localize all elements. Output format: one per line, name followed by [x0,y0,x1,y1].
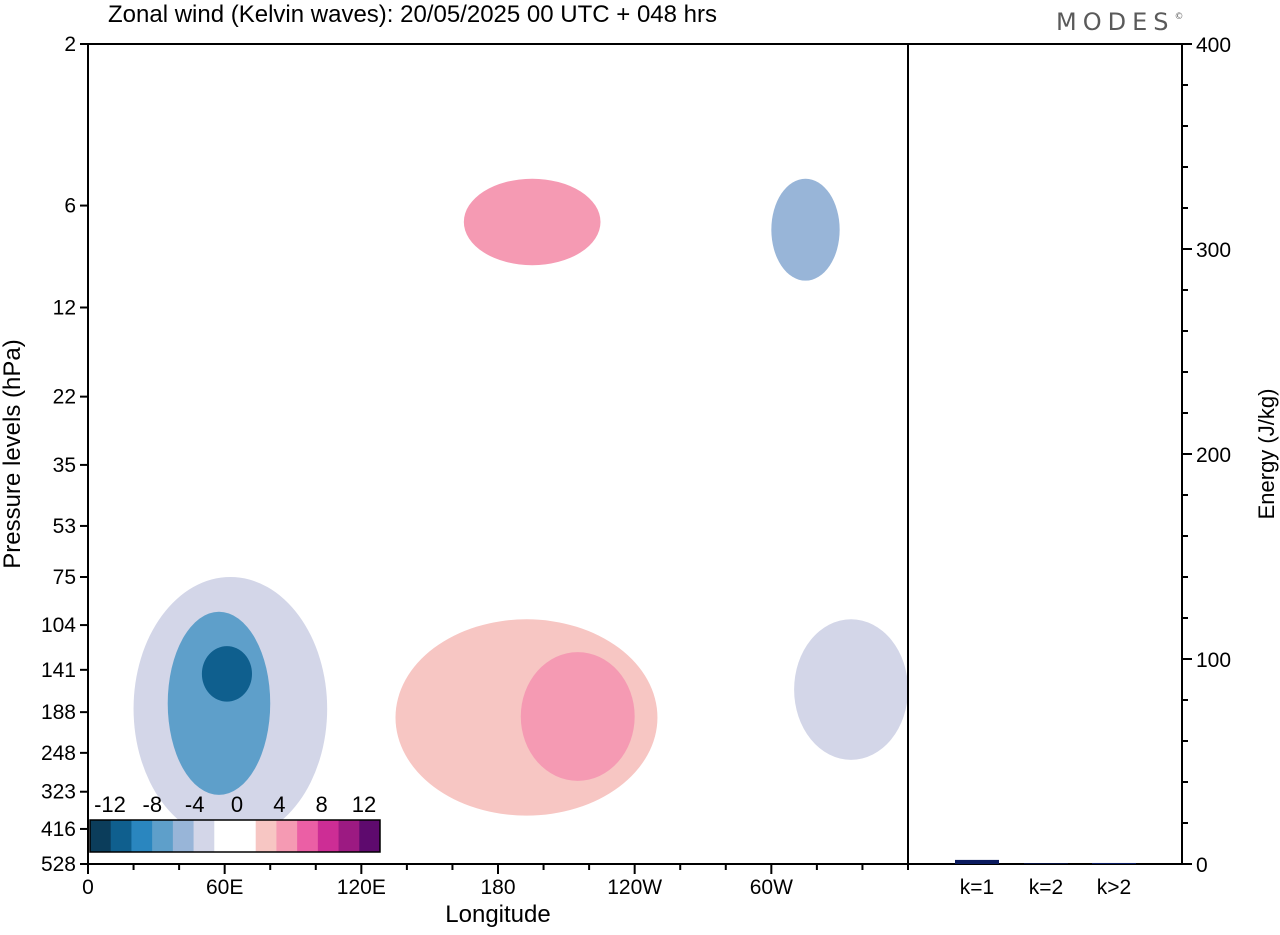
pressure-tick-label: 2 [64,33,76,56]
wind-region-2 [201,646,252,702]
longitude-tick-label: 60E [206,876,243,899]
colorbar-swatch [359,820,381,852]
pressure-tick-label: 416 [41,818,76,841]
wind-region-7 [794,619,908,760]
pressure-tick-label: 35 [53,454,76,477]
pressure-tick-label: 22 [53,386,76,409]
x-axis-label: Longitude [445,901,550,928]
energy-category-label: k>2 [1097,876,1131,899]
longitude-tick-label: 0 [82,876,94,899]
colorbar-swatch [131,820,153,852]
pressure-tick-label: 6 [64,195,76,218]
wind-region-5 [463,178,601,266]
wind-region-1 [167,611,271,795]
pressure-tick-label: 104 [41,614,76,637]
colorbar-swatch [110,820,132,852]
energy-bar-k=1 [955,859,999,864]
wind-region-6 [771,178,840,281]
longitude-tick-label: 120W [607,876,662,899]
energy-tick-label: 200 [1196,444,1231,467]
colorbar-label: 8 [316,792,328,817]
colorbar-swatch [152,820,174,852]
pressure-tick-label: 75 [53,566,76,589]
wind-region-4 [520,652,635,781]
energy-axis-label: Energy (J/kg) [1254,389,1279,520]
pressure-tick-label: 528 [41,853,76,876]
pressure-axis: 2 6 12 22 35 53 75 104 141 188 248 323 416 528 [41,33,88,876]
colorbar-swatch [338,820,360,852]
colorbar-swatch [172,820,195,852]
colorbar-frame [89,819,381,853]
energy-category-label: k=1 [960,876,994,899]
pressure-tick-label: 248 [41,742,76,765]
colorbar-swatch [235,820,257,852]
energy-panel-frame [907,43,1183,865]
chart-title: Zonal wind (Kelvin waves): 20/05/2025 00… [108,1,717,28]
longitude-tick-label: 120E [337,876,386,899]
energy-tick-label: 100 [1196,649,1231,672]
pressure-tick-label: 53 [53,515,76,538]
longitude-tick-label: 60W [750,876,793,899]
y-axis-label: Pressure levels (hPa) [0,339,26,568]
energy-tick-label: 400 [1196,34,1231,57]
colorbar-swatch [90,820,112,852]
energy-bar-k=2 [1024,863,1068,864]
colorbar-label: -4 [185,792,205,817]
longitude-axis: 0 60E 120E 180 120W 60W [82,864,909,899]
pressure-tick-label: 141 [41,659,76,682]
wind-field [133,178,908,841]
modes-logo: MODES© [1056,8,1184,36]
colorbar-label: 4 [273,792,285,817]
colorbar-swatch [317,820,340,852]
longitude-tick-label: 180 [480,876,515,899]
colorbar-label: -8 [143,792,163,817]
pressure-tick-label: 323 [41,781,76,804]
colorbar-swatch [297,820,319,852]
colorbar-swatch [276,820,298,852]
colorbar-swatch [214,820,236,852]
colorbar-swatch [193,820,215,852]
energy-panel: 0 100 200 300 400 k=1 k=2 k>2 [955,34,1231,899]
pressure-tick-label: 188 [41,701,76,724]
energy-category-label: k=2 [1029,876,1063,899]
pressure-tick-label: 12 [53,296,76,319]
colorbar-label: 12 [352,792,376,817]
energy-tick-label: 300 [1196,239,1231,262]
colorbar: -12 -8 -4 0 4 8 12 [89,792,381,853]
colorbar-label: -12 [94,792,126,817]
colorbar-label: 0 [231,792,243,817]
energy-bar-k>2 [1092,862,1136,864]
colorbar-swatch [255,820,277,852]
energy-tick-label: 0 [1196,854,1208,877]
